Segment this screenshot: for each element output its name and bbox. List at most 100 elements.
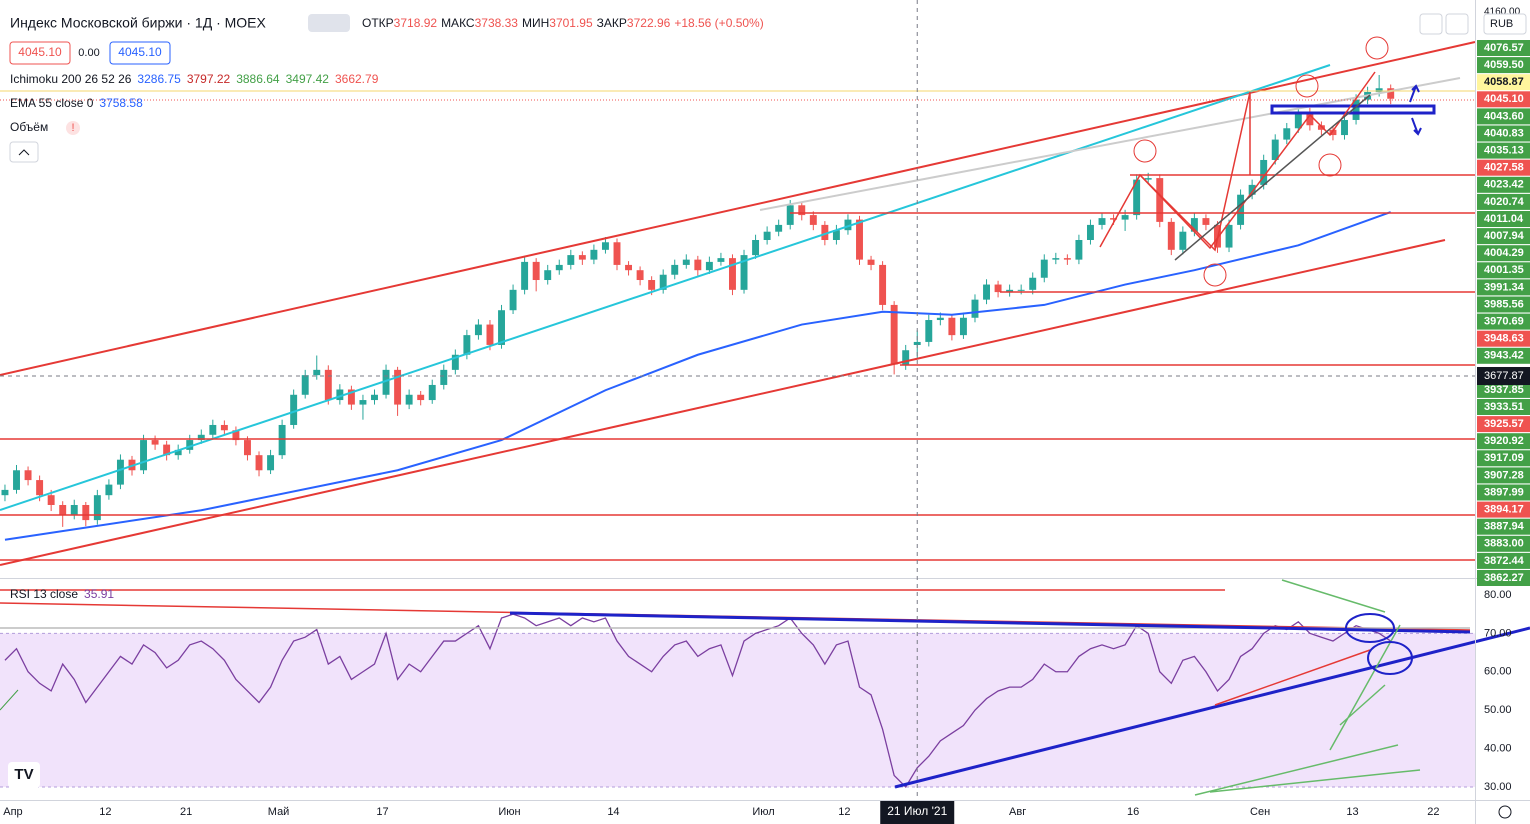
candle-body	[244, 440, 251, 456]
level-label-box	[1477, 125, 1530, 142]
candle-body	[267, 455, 275, 471]
candle-body	[1375, 88, 1383, 93]
currency[interactable]: RUB	[1490, 18, 1513, 30]
status-badge	[308, 14, 350, 32]
candle-body	[336, 389, 344, 401]
level-label: 3943.42	[1484, 350, 1524, 362]
level-label-box	[1477, 91, 1530, 108]
candle-body	[405, 394, 413, 405]
candle-body	[1283, 128, 1291, 140]
crosshair-price: 3677.87	[1484, 370, 1524, 382]
level-label-box	[1477, 433, 1530, 450]
ichimoku-label: Ichimoku 200 26 52 26 3286.75 3797.22 3886.…	[10, 72, 379, 86]
candle-body	[578, 255, 586, 260]
download-button[interactable]	[1419, 13, 1443, 35]
level-label: 3894.17	[1484, 504, 1524, 516]
level-label-box	[1477, 108, 1530, 125]
candle-body	[359, 400, 367, 405]
rsi-line	[4, 613, 1392, 788]
level-label: 4004.29	[1484, 247, 1524, 259]
crosshair-date: 21 Июл '21	[887, 804, 947, 818]
ema-label: EMA 55 close 0 3758.58	[10, 96, 143, 110]
level-label: 4027.58	[1484, 162, 1524, 174]
rsi-label: RSI 13 close 35.91	[10, 587, 114, 601]
ask-price[interactable]: 4045.10	[118, 45, 162, 59]
warning-icon[interactable]	[66, 121, 80, 135]
candle-body	[382, 369, 390, 395]
candle-body	[544, 270, 552, 281]
candle-body	[498, 310, 505, 345]
fullscreen-button[interactable]	[1445, 13, 1469, 35]
bid-price[interactable]: 4045.10	[18, 45, 62, 59]
x-tick-label: Сен	[1250, 806, 1270, 818]
fan-lines	[1194, 579, 1421, 796]
value: 3718.92	[394, 16, 438, 30]
candle-body	[394, 369, 402, 405]
candle-body	[1248, 184, 1256, 195]
sell-button[interactable]	[9, 41, 71, 65]
candle-body	[1017, 289, 1025, 291]
label: ОТКР	[362, 16, 394, 30]
candle-body	[486, 324, 494, 345]
rsi-drawings	[0, 579, 1530, 796]
candle-body	[1237, 194, 1245, 225]
candle-body	[763, 231, 771, 241]
currency-button[interactable]	[1483, 13, 1527, 35]
candle-body	[856, 219, 863, 260]
label: МИН	[522, 16, 549, 30]
candle-body	[174, 449, 182, 456]
level-label-box	[1477, 74, 1530, 91]
candle-body	[1006, 289, 1014, 293]
drawing	[0, 689, 19, 711]
candle-body	[1133, 179, 1141, 216]
wave-drawing	[1099, 71, 1376, 250]
wave-mark	[1318, 153, 1342, 177]
value: 3722.96	[627, 16, 671, 30]
collapse-button[interactable]	[9, 141, 39, 163]
candle-body	[936, 317, 944, 321]
level-label-box	[1477, 159, 1530, 176]
candle-body	[463, 335, 471, 355]
trend-line	[1214, 649, 1371, 706]
candle-body	[1110, 218, 1118, 220]
y-tick-label: 60.00	[1484, 666, 1512, 678]
level-label: 3985.56	[1484, 298, 1524, 310]
level-label: 4059.50	[1484, 59, 1524, 71]
level-label: 3917.09	[1484, 452, 1524, 464]
highlight	[1367, 641, 1413, 675]
candle-body	[555, 264, 563, 271]
candle-body	[1202, 218, 1210, 225]
candle-body	[428, 384, 436, 401]
logo	[8, 762, 40, 788]
wave-mark	[1295, 74, 1319, 98]
candle-body	[959, 317, 967, 336]
y-tick-label: 40.00	[1484, 742, 1512, 754]
candle-body	[151, 440, 159, 445]
candle-body	[948, 317, 956, 336]
price-panel	[1, 74, 1395, 541]
level-label: 3937.85	[1484, 384, 1524, 396]
candle-body	[1, 489, 9, 496]
candle-body	[1029, 277, 1037, 290]
candle-body	[1052, 258, 1060, 260]
level-label: 4035.13	[1484, 145, 1524, 157]
candle-body	[186, 440, 194, 450]
settings-button[interactable]	[1498, 805, 1512, 819]
candle-body	[1352, 99, 1360, 120]
ichimoku-value: 3286.75	[137, 72, 181, 86]
name: RSI 13 close	[10, 587, 78, 601]
wave-mark	[1203, 263, 1227, 287]
value: 35.91	[84, 587, 114, 601]
level-label: 3933.51	[1484, 401, 1524, 413]
level-label-box	[1477, 552, 1530, 569]
level-label-box	[1477, 467, 1530, 484]
ichimoku-value: 3886.64	[236, 72, 280, 86]
x-tick-label: 14	[607, 806, 619, 818]
level-label-box	[1477, 40, 1530, 56]
level-label-box	[1477, 262, 1530, 279]
candle-body	[1329, 129, 1337, 136]
level-label-box	[1477, 535, 1530, 552]
candle-body	[532, 261, 540, 281]
buy-button[interactable]	[109, 41, 171, 65]
level-label-box	[1477, 450, 1530, 467]
